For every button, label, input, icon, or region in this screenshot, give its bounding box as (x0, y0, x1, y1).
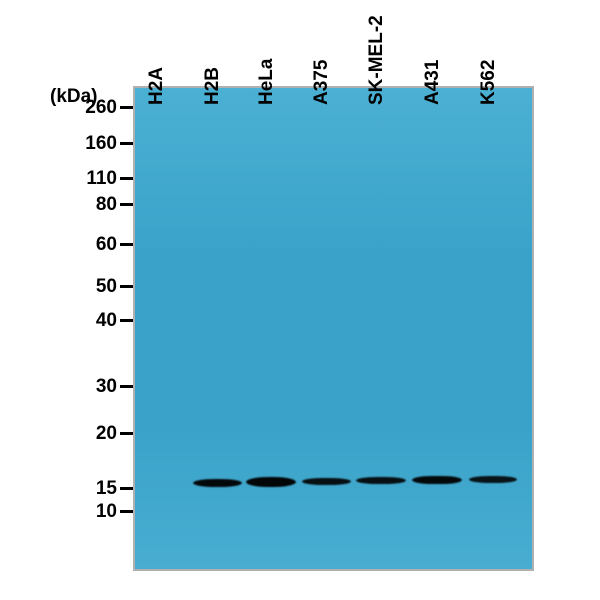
marker-label: 60 (96, 234, 117, 256)
marker-label: 50 (96, 276, 117, 298)
lane-label-h2a: H2A (146, 67, 168, 105)
band-hela (246, 477, 296, 487)
band-k562 (469, 476, 517, 483)
marker-tick (120, 177, 133, 180)
lane-label-a375: A375 (311, 60, 333, 105)
lane-label-sk-mel-2: SK-MEL-2 (366, 15, 388, 105)
marker-label: 30 (96, 376, 117, 398)
marker-label: 10 (96, 501, 117, 523)
marker-label: 260 (85, 97, 117, 119)
marker-tick (120, 203, 133, 206)
marker-tick (120, 432, 133, 435)
marker-label: 15 (96, 478, 117, 500)
band-h2b (193, 479, 242, 487)
blot-membrane (133, 86, 534, 571)
marker-label: 40 (96, 310, 117, 332)
marker-label: 80 (96, 194, 117, 216)
western-blot-figure: (kDa) 2601601108060504030201510 H2AH2BHe… (0, 0, 600, 600)
marker-tick (120, 487, 133, 490)
marker-tick (120, 142, 133, 145)
marker-tick (120, 243, 133, 246)
marker-label: 20 (96, 423, 117, 445)
marker-label: 110 (86, 168, 117, 190)
marker-tick (120, 319, 133, 322)
marker-tick (120, 106, 133, 109)
band-sk-mel-2 (356, 477, 406, 484)
lane-label-a431: A431 (422, 60, 444, 105)
band-a375 (302, 478, 351, 485)
lane-label-k562: K562 (478, 60, 500, 105)
lane-label-h2b: H2B (202, 67, 224, 105)
marker-tick (120, 285, 133, 288)
marker-tick (120, 385, 133, 388)
marker-label: 160 (85, 133, 117, 155)
band-a431 (412, 476, 462, 485)
lane-label-hela: HeLa (256, 59, 278, 105)
marker-tick (120, 510, 133, 513)
